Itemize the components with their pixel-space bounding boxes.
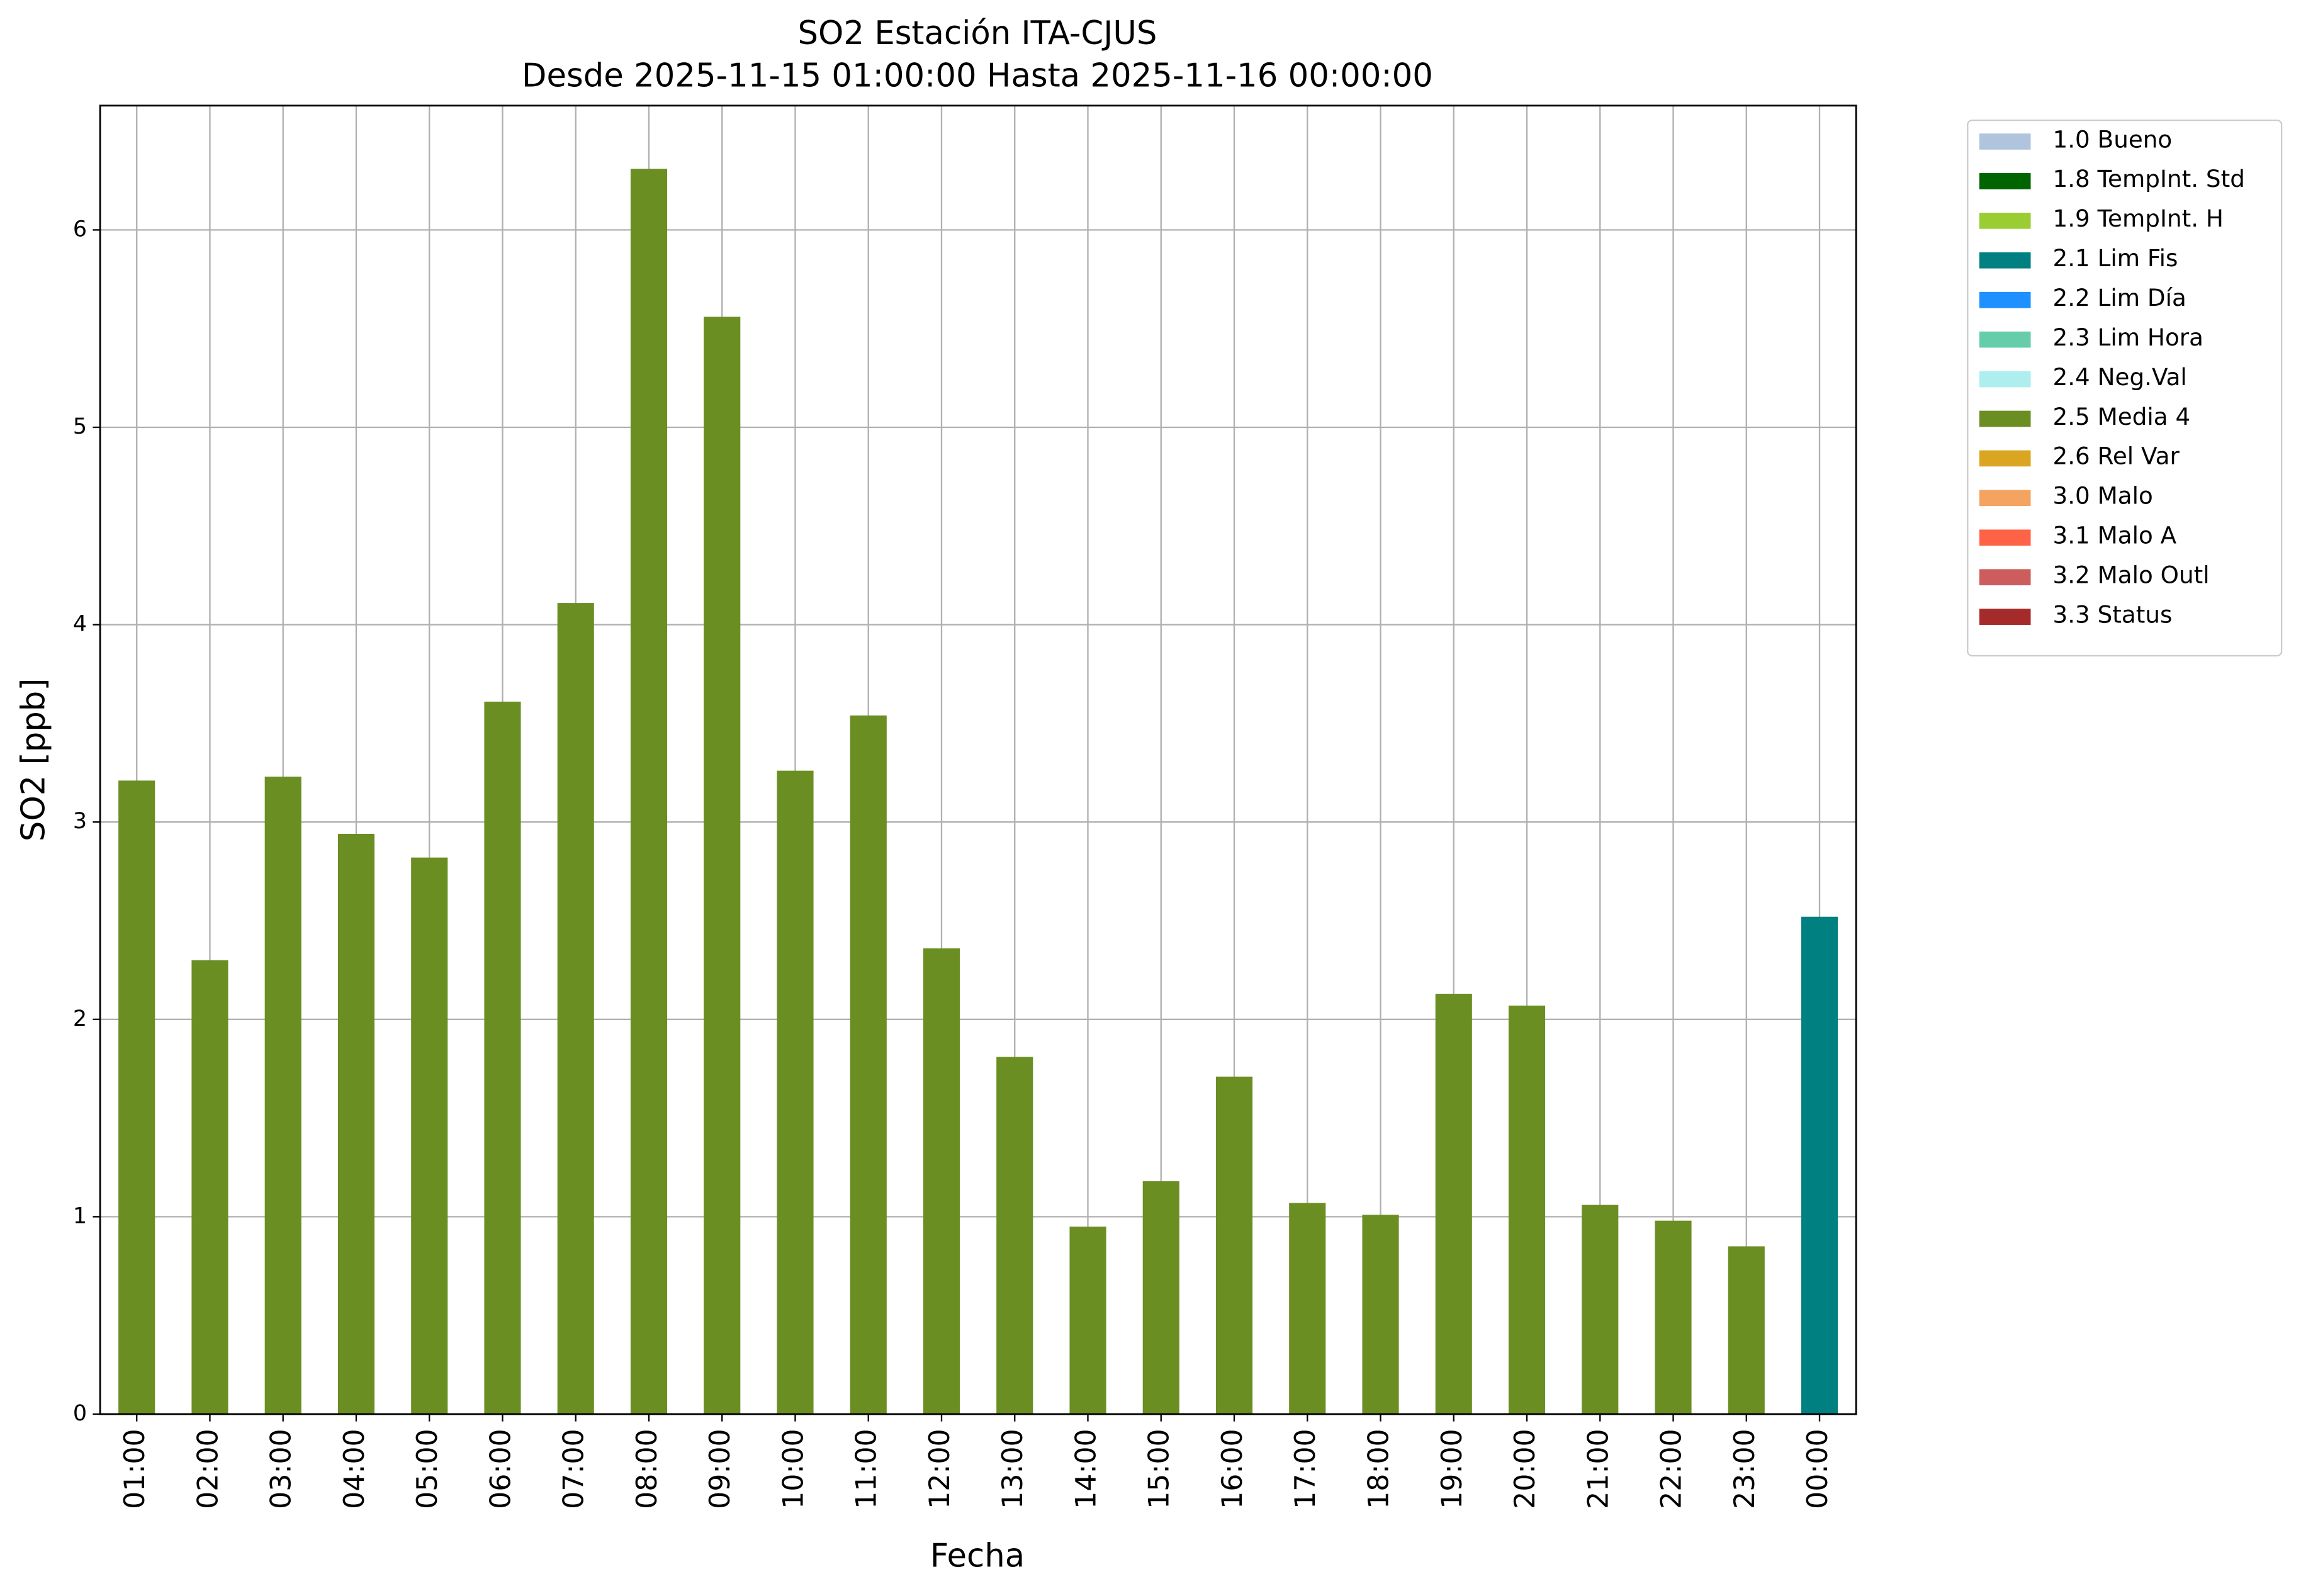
legend-label: 1.9 TempInt. H [2052, 205, 2223, 232]
bar [1582, 1205, 1619, 1414]
legend-box [1967, 119, 2283, 657]
x-tick-label: 14:00 [1071, 1429, 1103, 1509]
y-tick-label: 6 [73, 216, 87, 242]
x-tick-label: 02:00 [192, 1429, 224, 1509]
legend-label: 3.0 Malo [2052, 482, 2152, 510]
legend-label: 3.2 Malo Outl [2052, 561, 2209, 589]
legend-swatch [1979, 450, 2031, 467]
bar [264, 777, 301, 1414]
legend-label: 2.3 Lim Hora [2052, 323, 2203, 351]
y-axis-label: SO2 [ppb] [15, 678, 53, 841]
legend-label: 2.6 Rel Var [2052, 442, 2180, 470]
y-tick-label: 1 [73, 1203, 87, 1228]
legend-label: 2.5 Media 4 [2052, 403, 2190, 430]
y-tick-label: 0 [73, 1401, 87, 1426]
bar [1655, 1220, 1692, 1414]
x-tick-label: 20:00 [1509, 1429, 1541, 1509]
x-tick-label: 23:00 [1729, 1429, 1761, 1509]
bar [630, 169, 668, 1414]
bar [411, 857, 448, 1414]
legend-swatch [1979, 410, 2031, 427]
bar [1435, 994, 1472, 1414]
legend-label: 3.3 Status [2052, 600, 2172, 628]
bar [704, 317, 741, 1414]
x-tick-label: 03:00 [266, 1429, 298, 1509]
bar [923, 948, 960, 1414]
x-tick-label: 01:00 [119, 1429, 151, 1509]
legend-label: 1.0 Bueno [2052, 125, 2172, 153]
legend-label: 2.2 Lim Día [2052, 284, 2186, 312]
x-tick-label: 19:00 [1436, 1429, 1468, 1509]
x-tick-label: 10:00 [777, 1429, 809, 1509]
bar [1142, 1181, 1179, 1414]
chart-subtitle: Desde 2025-11-15 01:00:00 Hasta 2025-11-… [522, 57, 1433, 95]
bar [1289, 1203, 1326, 1414]
legend-swatch [1979, 291, 2031, 308]
x-tick-label: 17:00 [1290, 1429, 1322, 1509]
legend-swatch [1979, 173, 2031, 189]
legend-label: 2.1 Lim Fis [2052, 244, 2178, 272]
legend-label: 1.8 TempInt. Std [2052, 165, 2244, 193]
x-tick-label: 08:00 [631, 1429, 663, 1509]
x-tick-label: 11:00 [851, 1429, 883, 1509]
bar [850, 715, 887, 1414]
bar [337, 833, 375, 1414]
legend-swatch [1979, 212, 2031, 229]
x-tick-label: 07:00 [558, 1429, 590, 1509]
legend-swatch [1979, 371, 2031, 388]
bar [191, 960, 228, 1414]
legend-swatch [1979, 133, 2031, 150]
bar [1801, 916, 1838, 1414]
bar [996, 1057, 1033, 1414]
bar [1508, 1005, 1546, 1414]
legend-swatch [1979, 609, 2031, 625]
x-tick-label: 04:00 [339, 1429, 371, 1509]
y-tick-label: 4 [73, 612, 87, 637]
bar [484, 701, 521, 1414]
legend-swatch [1979, 529, 2031, 546]
legend-label: 2.4 Neg.Val [2052, 363, 2186, 391]
y-tick-label: 2 [73, 1006, 87, 1031]
x-tick-label: 18:00 [1363, 1429, 1395, 1509]
x-tick-label: 22:00 [1656, 1429, 1688, 1509]
x-tick-label: 15:00 [1144, 1429, 1176, 1509]
x-tick-label: 05:00 [412, 1429, 444, 1509]
legend-swatch [1979, 490, 2031, 507]
bar [1362, 1215, 1399, 1414]
x-tick-label: 12:00 [924, 1429, 956, 1509]
legend-swatch [1979, 331, 2031, 348]
bar [777, 770, 814, 1414]
x-tick-label: 09:00 [704, 1429, 736, 1509]
x-tick-label: 00:00 [1802, 1429, 1834, 1509]
bar [557, 603, 594, 1414]
y-tick-label: 5 [73, 414, 87, 439]
bar [1728, 1246, 1765, 1414]
bar [1069, 1227, 1106, 1414]
x-tick-label: 13:00 [997, 1429, 1029, 1509]
x-tick-label: 16:00 [1217, 1429, 1249, 1509]
plot-frame [99, 104, 1857, 1415]
x-axis-label: Fecha [930, 1537, 1025, 1575]
x-tick-label: 06:00 [485, 1429, 517, 1509]
y-tick-label: 3 [73, 809, 87, 834]
bar [1215, 1076, 1253, 1414]
bar [118, 780, 155, 1414]
legend-swatch [1979, 569, 2031, 586]
x-tick-label: 21:00 [1582, 1429, 1614, 1509]
legend-swatch [1979, 252, 2031, 269]
chart-title: SO2 Estación ITA-CJUS [798, 14, 1157, 52]
legend-label: 3.1 Malo A [2052, 522, 2176, 549]
